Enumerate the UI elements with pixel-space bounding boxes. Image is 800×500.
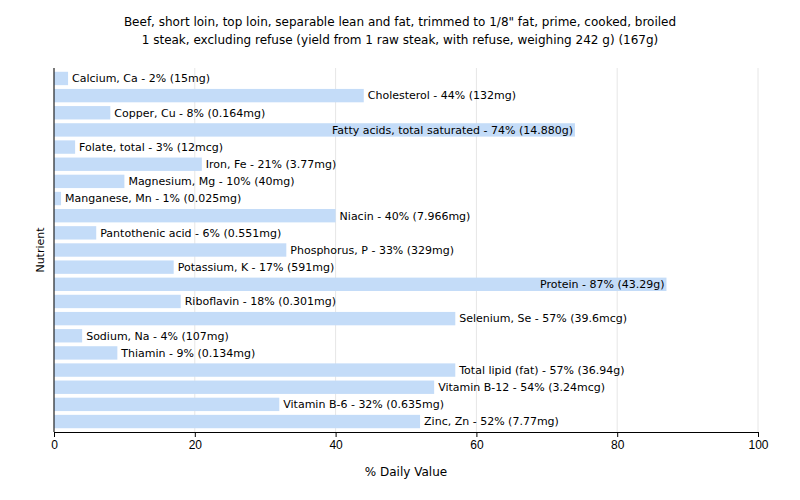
data-label: Manganese, Mn - 1% (0.025mg) [65,192,241,205]
x-tick-label: 80 [611,438,625,452]
data-label: Niacin - 40% (7.966mg) [340,210,471,223]
x-tick: 80 [611,432,625,452]
x-axis-title: % Daily Value [365,465,447,479]
data-label: Total lipid (fat) - 57% (36.94g) [458,364,624,377]
title: Beef, short loin, top loin, separable le… [124,15,676,29]
bar [54,398,279,411]
y-axis-line [54,68,55,432]
x-tick: 20 [189,432,203,452]
bar [54,243,286,256]
x-tick: 40 [329,432,343,452]
bar [54,89,364,102]
subtitle: 1 steak, excluding refuse (yield from 1 … [142,33,659,47]
x-tick-mark [476,432,477,437]
bar [54,226,96,239]
grid-line [476,68,477,432]
x-tick-mark [617,432,618,437]
data-label: Zinc, Zn - 52% (7.77mg) [424,415,559,428]
bar [54,140,75,153]
bar [54,295,181,308]
bar [54,260,174,273]
x-tick-mark [195,432,196,437]
data-labels: Calcium, Ca - 2% (15mg) Cholesterol - 44%… [65,72,664,428]
bar [54,312,455,325]
bar [54,381,434,394]
data-label: Selenium, Se - 57% (39.6mcg) [459,312,627,325]
data-label: Iron, Fe - 21% (3.77mg) [206,158,336,171]
y-axis-title: Nutrient [34,227,47,273]
data-label: Fatty acids, total saturated - 74% (14.8… [332,124,573,137]
grid [54,68,758,432]
x-tick-label: 0 [51,438,58,452]
x-tick-label: 20 [189,438,203,452]
x-axis-line [55,433,759,438]
x-tick-label: 60 [470,438,484,452]
x-tick-label: 40 [329,438,343,452]
data-label: Pantothenic acid - 6% (0.551mg) [100,227,281,240]
data-label: Riboflavin - 18% (0.301mg) [185,295,336,308]
grid-line [758,68,759,432]
data-label: Copper, Cu - 8% (0.164mg) [114,107,265,120]
data-label: Folate, total - 3% (12mcg) [79,141,223,154]
x-tick-mark [54,432,55,437]
data-label: Cholesterol - 44% (132mg) [368,89,516,102]
bar [54,175,124,188]
data-label: Magnesium, Mg - 10% (40mg) [128,175,294,188]
bar [54,363,455,376]
data-label: Protein - 87% (43.29g) [540,278,665,291]
bar [54,106,110,119]
data-label: Calcium, Ca - 2% (15mg) [72,72,210,85]
data-label: Thiamin - 9% (0.134mg) [120,347,255,360]
x-tick-label: 100 [748,438,768,452]
x-tick-mark [758,432,759,437]
x-tick: 0 [51,432,58,452]
bar [54,123,575,136]
data-label: Potassium, K - 17% (591mg) [178,261,335,274]
bar [54,158,202,171]
bar [54,415,420,428]
y-axis [54,68,55,432]
x-tick-mark [336,432,337,437]
bar [54,346,117,359]
bar [54,278,666,291]
x-axis: 0 20 40 60 80 100 [51,432,769,452]
data-label: Vitamin B-12 - 54% (3.24mcg) [438,381,605,394]
x-tick: 60 [470,432,484,452]
bar [54,192,61,205]
bar [54,209,336,222]
data-label: Vitamin B-6 - 32% (0.635mg) [283,398,444,411]
grid-line [617,68,618,432]
x-tick: 100 [748,432,768,452]
bars [54,72,666,428]
bar [54,329,82,342]
grid-line [54,68,55,432]
bar [54,72,68,85]
chart: Beef, short loin, top loin, separable le… [0,0,800,500]
data-label: Phosphorus, P - 33% (329mg) [290,244,454,257]
data-label: Sodium, Na - 4% (107mg) [86,330,229,343]
